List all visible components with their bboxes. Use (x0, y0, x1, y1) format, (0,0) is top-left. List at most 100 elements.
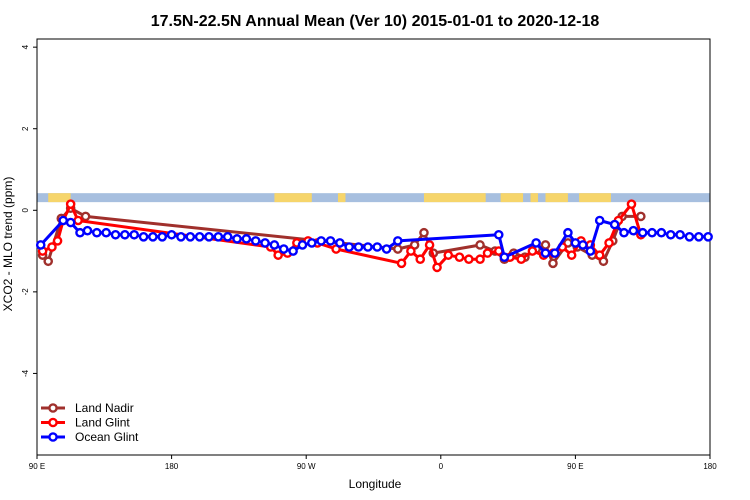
y-tick-label: 2 (21, 126, 30, 131)
data-point (176, 232, 186, 242)
data-point (675, 229, 685, 240)
series-layer (35, 199, 713, 273)
data-point (92, 227, 102, 238)
y-axis-title: XCO2 - MLO trend (ppm) (1, 177, 15, 312)
legend-item: Land Nadir (41, 401, 134, 415)
land-segment (579, 193, 611, 203)
data-point (316, 236, 326, 246)
data-point (540, 248, 551, 258)
data-point (344, 242, 354, 252)
data-point (464, 254, 474, 265)
legend-swatch-point (48, 403, 58, 413)
legend-swatch-point (48, 432, 58, 442)
data-point (35, 240, 46, 250)
land-segment (423, 193, 486, 203)
data-point (82, 225, 93, 236)
data-point (609, 219, 620, 230)
legend-label: Land Glint (75, 416, 130, 430)
data-point (703, 232, 713, 242)
data-point (424, 240, 435, 250)
data-point (138, 232, 149, 242)
land-ocean-band (37, 193, 710, 203)
ocean-band (37, 193, 710, 203)
y-axis: 4 2 0 -2 -4 (21, 44, 37, 377)
data-point (65, 199, 76, 209)
legend-swatch-point (48, 417, 58, 428)
chart-title: 17.5N-22.5N Annual Mean (Ver 10) 2015-01… (151, 13, 600, 30)
data-point (656, 227, 667, 238)
data-point (278, 244, 289, 254)
data-point (637, 227, 648, 238)
data-point (393, 236, 403, 246)
data-point (65, 217, 76, 228)
data-point (636, 211, 646, 222)
data-point (578, 240, 588, 250)
data-point (406, 246, 416, 256)
data-point (493, 229, 504, 240)
x-tick-label: 90 W (297, 462, 316, 471)
x-tick-label: 90 E (567, 462, 583, 471)
data-point (222, 232, 233, 242)
x-axis: 90 E 180 90 W 0 90 E 180 (29, 455, 717, 471)
data-point (363, 242, 373, 252)
y-tick-label: -4 (21, 369, 30, 377)
data-point (475, 254, 485, 265)
data-point (260, 238, 270, 248)
x-tick-label: 90 E (29, 462, 45, 471)
data-point (194, 232, 205, 242)
data-point (269, 240, 280, 250)
land-segment (545, 193, 568, 203)
x-tick-label: 180 (703, 462, 717, 471)
data-point (684, 232, 695, 242)
y-tick-label: 0 (21, 208, 30, 213)
land-segment (274, 193, 312, 203)
data-point (499, 252, 510, 262)
data-point (73, 215, 83, 226)
data-point (527, 246, 538, 256)
data-point (58, 215, 68, 226)
data-point (288, 246, 298, 256)
data-point (43, 256, 54, 267)
data-point (563, 227, 573, 238)
data-point (393, 244, 403, 254)
data-point (482, 248, 493, 258)
data-point (307, 238, 317, 248)
series-ocean-glint (35, 215, 713, 262)
data-point (693, 232, 704, 242)
legend-label: Ocean Glint (75, 430, 139, 444)
data-point (443, 250, 454, 260)
x-axis-title: Longitude (349, 477, 402, 491)
data-point (570, 238, 581, 248)
y-tick-label: 4 (21, 44, 30, 49)
data-point (619, 227, 629, 238)
land-segment (48, 193, 71, 203)
data-point (148, 232, 158, 242)
data-point (157, 232, 168, 242)
data-point (250, 236, 261, 246)
data-point (419, 227, 429, 238)
data-point (101, 227, 111, 238)
data-point (381, 244, 392, 254)
data-point (628, 225, 639, 236)
data-point (647, 227, 657, 238)
data-point (531, 238, 541, 248)
data-point (353, 242, 364, 252)
data-point (129, 229, 140, 240)
data-point (432, 262, 442, 273)
data-point (475, 240, 485, 250)
data-point (232, 234, 242, 244)
data-point (47, 242, 57, 252)
land-segment (337, 193, 346, 203)
data-point (372, 242, 383, 252)
data-point (166, 229, 177, 240)
data-point (297, 240, 308, 250)
data-point (548, 258, 558, 269)
data-point (540, 240, 551, 250)
data-point (550, 248, 560, 258)
data-point (604, 238, 614, 248)
data-point (75, 227, 85, 238)
legend-item: Land Glint (41, 416, 130, 430)
data-point (185, 232, 196, 242)
